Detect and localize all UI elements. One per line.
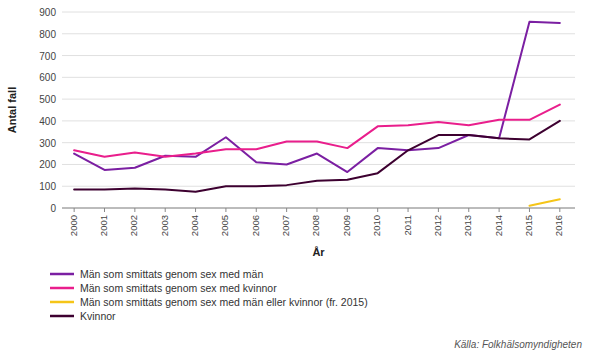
- grid-line: [62, 12, 575, 13]
- x-tick-label: 2015: [523, 215, 534, 236]
- x-tick-label: 2009: [341, 215, 352, 236]
- grid-line: [62, 164, 575, 165]
- y-grid: [62, 12, 575, 208]
- legend-swatch: [50, 287, 74, 290]
- x-tick-label: 2003: [159, 215, 170, 236]
- x-tick: [316, 208, 317, 212]
- legend-label: Män som smittats genom sex med kvinnor: [80, 282, 277, 294]
- series-line: [529, 199, 559, 206]
- grid-line: [62, 208, 575, 209]
- x-tick-label: 2008: [310, 215, 321, 236]
- chart: 0 100 200 300 400 500 600 700 800 900 2000 2001 2002…: [0, 0, 590, 354]
- grid-line: [62, 99, 575, 100]
- lines: [74, 22, 560, 206]
- x-tick-label: 2014: [493, 215, 504, 236]
- x-tick: [134, 208, 135, 212]
- x-axis-label: År: [312, 246, 325, 258]
- x-tick: [104, 208, 105, 212]
- legend-swatch: [50, 315, 74, 318]
- legend-swatch: [50, 273, 74, 276]
- x-tick: [529, 208, 530, 212]
- x-tick-label: 2016: [553, 215, 564, 236]
- x-tick-label: 2011: [402, 215, 413, 235]
- grid-line: [62, 55, 575, 56]
- x-tick: [286, 208, 287, 212]
- x-tick: [559, 208, 560, 212]
- legend-label: Män som smittats genom sex med män: [80, 268, 263, 280]
- legend-label: Kvinnor: [80, 310, 116, 322]
- x-tick-label: 2012: [432, 215, 443, 236]
- legend: Män som smittats genom sex med män Män so…: [50, 268, 368, 322]
- grid-line: [62, 33, 575, 34]
- x-tick: [468, 208, 469, 212]
- x-tick: [165, 208, 166, 212]
- y-axis-label: Antal fall: [6, 87, 18, 133]
- legend-swatch: [50, 301, 74, 304]
- x-tick: [438, 208, 439, 212]
- y-tick-label: 700: [39, 51, 56, 62]
- x-tick: [377, 208, 378, 212]
- series-line: [74, 105, 560, 157]
- x-tick-label: 2007: [280, 215, 291, 236]
- y-tick-label: 400: [39, 116, 56, 127]
- grid-line: [62, 186, 575, 187]
- x-tick-label: 2000: [68, 215, 79, 236]
- y-tick-label: 500: [39, 94, 56, 105]
- y-tick-label: 900: [39, 7, 56, 18]
- x-tick: [74, 208, 75, 212]
- x-tick-label: 2010: [371, 215, 382, 236]
- y-tick-label: 600: [39, 72, 56, 83]
- chart-container: 0 100 200 300 400 500 600 700 800 900 2000 2001 2002…: [0, 0, 590, 354]
- x-tick-label: 2002: [128, 215, 139, 236]
- series-line: [74, 121, 560, 192]
- y-tick-label: 100: [39, 181, 56, 192]
- x-tick: [347, 208, 348, 212]
- x-tick: [225, 208, 226, 212]
- y-tick-label: 300: [39, 138, 56, 149]
- x-tick: [195, 208, 196, 212]
- series-line: [74, 22, 560, 172]
- x-tick: [499, 208, 500, 212]
- x-tick-label: 2001: [98, 215, 109, 236]
- y-tick-label: 0: [50, 203, 56, 214]
- x-tick-label: 2006: [250, 215, 261, 236]
- source-note: Källa: Folkhälsomyndigheten: [454, 339, 582, 350]
- x-tick-label: 2004: [189, 215, 200, 236]
- y-tick-label: 800: [39, 29, 56, 40]
- y-tick-label: 200: [39, 159, 56, 170]
- grid-line: [62, 77, 575, 78]
- x-tick-label: 2005: [219, 215, 230, 236]
- x-tick: [256, 208, 257, 212]
- x-axis-line: [62, 208, 575, 209]
- legend-label: Män som smittats genom sex med män eller…: [80, 296, 368, 308]
- x-tick: [408, 208, 409, 212]
- x-tick-label: 2013: [462, 215, 473, 236]
